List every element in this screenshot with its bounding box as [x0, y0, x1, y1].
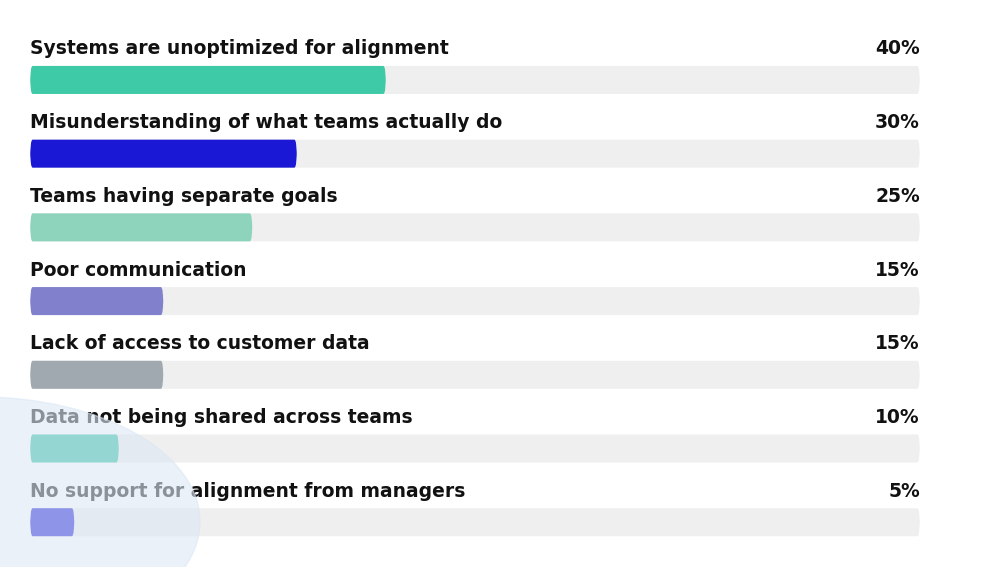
- FancyBboxPatch shape: [30, 434, 119, 463]
- Text: 30%: 30%: [875, 113, 920, 132]
- Text: 5%: 5%: [888, 482, 920, 501]
- Text: 40%: 40%: [875, 40, 920, 58]
- FancyBboxPatch shape: [30, 508, 920, 536]
- Text: Lack of access to customer data: Lack of access to customer data: [30, 335, 370, 353]
- FancyBboxPatch shape: [30, 213, 252, 242]
- FancyBboxPatch shape: [30, 287, 920, 315]
- Text: No support for alignment from managers: No support for alignment from managers: [30, 482, 465, 501]
- Circle shape: [0, 397, 200, 567]
- FancyBboxPatch shape: [30, 508, 74, 536]
- FancyBboxPatch shape: [30, 139, 297, 168]
- FancyBboxPatch shape: [30, 361, 164, 389]
- Text: Misunderstanding of what teams actually do: Misunderstanding of what teams actually …: [30, 113, 502, 132]
- Text: 15%: 15%: [875, 261, 920, 280]
- Text: 15%: 15%: [875, 335, 920, 353]
- FancyBboxPatch shape: [30, 287, 164, 315]
- FancyBboxPatch shape: [30, 66, 386, 94]
- FancyBboxPatch shape: [30, 434, 920, 463]
- Text: Poor communication: Poor communication: [30, 261, 246, 280]
- Text: 10%: 10%: [875, 408, 920, 427]
- FancyBboxPatch shape: [30, 213, 920, 242]
- Text: 25%: 25%: [875, 187, 920, 206]
- FancyBboxPatch shape: [30, 361, 920, 389]
- Text: Teams having separate goals: Teams having separate goals: [30, 187, 338, 206]
- FancyBboxPatch shape: [30, 139, 920, 168]
- FancyBboxPatch shape: [30, 66, 920, 94]
- Text: Data not being shared across teams: Data not being shared across teams: [30, 408, 413, 427]
- Text: Systems are unoptimized for alignment: Systems are unoptimized for alignment: [30, 40, 449, 58]
